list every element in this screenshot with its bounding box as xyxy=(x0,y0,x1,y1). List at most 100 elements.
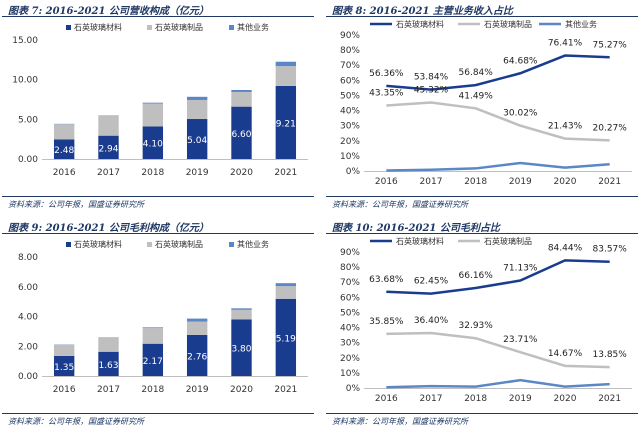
series-line xyxy=(386,161,610,172)
legend-label: 其他业务 xyxy=(237,239,269,249)
data-label: 2.94 xyxy=(98,144,118,154)
data-label: 84.44% xyxy=(548,243,583,253)
bar-segment xyxy=(231,89,252,92)
series-line xyxy=(386,101,610,142)
y-tick-label: 40% xyxy=(340,107,360,117)
bar-segment xyxy=(142,126,164,159)
y-tick-label: 2.00 xyxy=(18,342,38,352)
divider xyxy=(326,233,638,234)
x-tick-label: 2018 xyxy=(141,168,164,178)
y-tick-label: 10% xyxy=(340,369,360,379)
revenue-share-chart: 0% 10% 20% 30% 40% 50% 60% 70% 80% 90% 2016 2017 201… xyxy=(340,19,632,187)
y-tick-label: 4.00 xyxy=(18,313,38,323)
legend-swatch xyxy=(66,25,71,30)
bar-segment xyxy=(142,328,164,344)
data-label: 5.04 xyxy=(187,136,207,146)
x-tick-label: 2018 xyxy=(464,177,487,187)
bar-segment xyxy=(53,344,75,356)
y-tick-label: 80% xyxy=(340,46,360,56)
x-tick-label: 2017 xyxy=(97,168,120,178)
bar-segment xyxy=(275,283,297,287)
data-label: 5.19 xyxy=(276,334,296,344)
x-tick-label: 2021 xyxy=(598,394,621,404)
y-tick-label: 30% xyxy=(340,339,360,349)
gross-profit-composition-chart: 0.00 2.00 4.00 6.00 8.00 2016 2017 2018 2019 2020… xyxy=(18,239,308,395)
legend-swatch xyxy=(147,242,152,247)
x-tick-label: 2017 xyxy=(420,394,443,404)
data-label: 6.60 xyxy=(231,130,251,140)
x-tick-label: 2019 xyxy=(509,394,532,404)
chart-source: 资料来源：公司年报，国盛证券研究所 xyxy=(332,417,468,426)
bar-segment xyxy=(186,321,208,335)
x-tick-label: 2021 xyxy=(598,177,621,187)
legend-label: 石英玻璃材料 xyxy=(396,19,444,29)
x-tick-label: 2016 xyxy=(375,177,398,187)
divider xyxy=(2,196,314,197)
data-label: 2.76 xyxy=(187,352,207,362)
y-tick-label: 0% xyxy=(346,384,361,394)
chart-title: 图表 7: 2016-2021 公司营收构成（亿元） xyxy=(8,6,209,17)
x-tick-label: 2018 xyxy=(464,394,487,404)
legend-label: 石英玻璃材料 xyxy=(74,22,122,32)
bar-segment xyxy=(275,61,297,67)
bar-segment xyxy=(98,115,119,136)
bar-segment xyxy=(186,119,208,159)
bar-segment xyxy=(142,343,164,376)
legend-label: 石英玻璃制品 xyxy=(484,19,532,29)
bar-segment xyxy=(98,135,119,159)
bar-segment xyxy=(142,327,164,329)
bar-segment xyxy=(231,308,252,310)
y-tick-label: 70% xyxy=(340,278,360,288)
data-label: 53.84% xyxy=(414,73,449,83)
gross-profit-share-chart: 0% 10% 20% 30% 40% 50% 60% 70% 80% 90% 2016 2017 201… xyxy=(340,236,632,404)
data-label: 75.27% xyxy=(593,40,628,50)
y-tick-label: 70% xyxy=(340,61,360,71)
divider xyxy=(2,16,314,17)
data-label: 43.35% xyxy=(369,88,404,98)
legend-label: 石英玻璃材料 xyxy=(396,236,444,246)
revenue-share-panel: 图表 8: 2016-2021 主营业务收入占比 0% 10% 20% 30% 40% 5… xyxy=(326,0,638,217)
x-tick-label: 2019 xyxy=(186,168,209,178)
y-tick-label: 60% xyxy=(340,76,360,86)
revenue-composition-chart: 0.00 5.00 10.00 15.00 2016 2017 2018 2019 2020 20… xyxy=(12,22,308,178)
data-label: 63.68% xyxy=(369,275,404,285)
x-tick-label: 2020 xyxy=(230,385,253,395)
bar-segment xyxy=(53,139,75,159)
bar-segment xyxy=(53,124,75,140)
bar-segment xyxy=(186,96,208,100)
bar-segment xyxy=(275,85,297,159)
bar-segment xyxy=(275,298,297,376)
y-tick-label: 10% xyxy=(340,152,360,162)
data-label: 45.32% xyxy=(414,86,449,96)
data-label: 21.43% xyxy=(548,122,583,132)
data-label: 9.21 xyxy=(276,119,296,129)
gross-profit-composition-panel: 图表 9: 2016-2021 公司毛利构成（亿元） 0.00 2.00 4.00 6… xyxy=(2,217,314,434)
data-label: 35.85% xyxy=(369,317,404,327)
data-label: 30.02% xyxy=(503,109,538,119)
bar-segment xyxy=(142,102,164,104)
y-tick-label: 10.00 xyxy=(12,76,38,86)
revenue-composition-panel: 图表 7: 2016-2021 公司营收构成（亿元） 0.00 5.00 10.00… xyxy=(2,0,314,217)
legend-label: 其他业务 xyxy=(237,22,269,32)
divider xyxy=(2,233,314,234)
data-label: 66.16% xyxy=(459,271,494,281)
divider xyxy=(2,413,314,414)
bar-segment xyxy=(98,351,119,376)
bar-segment xyxy=(142,103,164,127)
bar-segment xyxy=(231,319,252,376)
data-label: 56.84% xyxy=(459,68,494,78)
chart-source: 资料来源：公司年报，国盛证券研究所 xyxy=(8,417,144,426)
bar-segment xyxy=(186,318,208,322)
data-label: 71.13% xyxy=(503,264,538,274)
data-label: 13.85% xyxy=(593,350,628,360)
y-tick-label: 0.00 xyxy=(18,372,38,382)
y-tick-label: 8.00 xyxy=(18,253,38,263)
bar-segment xyxy=(231,91,252,107)
y-tick-label: 0% xyxy=(346,167,361,177)
legend-swatch xyxy=(66,242,71,247)
y-tick-label: 6.00 xyxy=(18,283,38,293)
series-line xyxy=(386,331,610,369)
series-line xyxy=(386,378,610,389)
x-tick-label: 2021 xyxy=(274,168,297,178)
y-tick-label: 50% xyxy=(340,308,360,318)
